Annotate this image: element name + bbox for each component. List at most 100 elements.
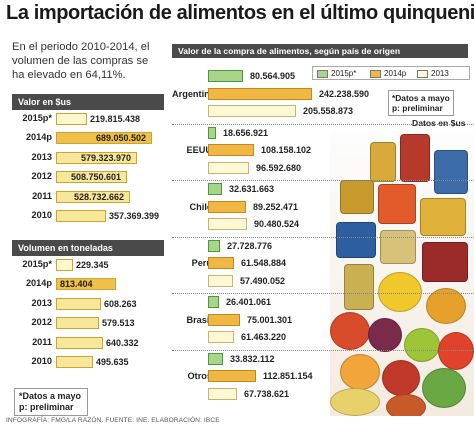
valor-year-label: 2012 [31,171,52,182]
volumen-value-label: 813.404 [60,279,93,290]
country-bar-2015p [208,239,220,252]
country-value-label: 33.832.112 [229,353,276,364]
country-bar-2015p [208,183,222,195]
country-bar-2015p [208,70,243,82]
volumen-value-label: 579.513 [102,318,135,329]
country-label: Chile [189,201,212,212]
country-bar-2014p [208,370,256,382]
groceries-photo [330,132,474,416]
volumen-bar [56,356,93,368]
valor-row: 2013 579.323.970 [12,151,162,165]
country-value-label: 80.564.905 [249,71,297,81]
country-value-label: 18.656.921 [222,127,270,138]
country-value-label: 67.738.621 [243,388,291,399]
valor-year-label: 2013 [31,151,52,162]
valor-bar [56,132,152,145]
country-bar-2013 [208,105,296,117]
country-bar-2013 [208,274,233,287]
country-value-label: 96.592.680 [255,162,303,173]
country-divider [172,293,474,294]
country-divider [172,180,474,181]
source-credit: INFOGRAFÍA: FMG/LA RAZÓN. FUENTE: INE. E… [6,417,220,424]
volumen-year-label: 2015p* [22,259,52,269]
preliminary-note-right-line1: *Datos a mayo [392,93,450,103]
country-bar-2014p [208,144,254,156]
valor-bar [56,190,130,203]
volumen-row: 2011 640.332 [12,336,162,350]
legend: 2015p* 2014p 2013 [312,66,470,80]
preliminary-note-right-line2: p: preliminar [392,103,443,113]
valor-year-label: 2014p [25,132,52,143]
volumen-row: 2015p* 229.345 [12,258,162,272]
country-bar-2015p [208,296,219,308]
valor-heading: Valor en $us [12,94,164,110]
country-value-label: 89.252.471 [252,201,300,212]
valor-year-label: 2010 [31,210,52,220]
country-value-label: 27.728.776 [226,240,274,251]
valor-row: 2011 528.732.662 [12,190,162,204]
units-label: Datos en $us [412,118,466,128]
volumen-bar [56,278,116,291]
country-bar-2014p [208,87,312,100]
country-value-label: 61.548.884 [240,258,288,268]
preliminary-note-right: *Datos a mayo p: preliminar [388,90,454,116]
country-divider [172,236,474,238]
country-bar-2013 [208,331,234,343]
country-bar-2013 [208,387,237,400]
intro-text: En el periodo 2010-2014, el volumen de l… [12,41,150,81]
volumen-heading: Volumen en toneladas [12,240,164,256]
preliminary-note: *Datos a mayo p: preliminar [14,388,88,416]
country-bar-2013 [208,161,249,174]
country-value-label: 75.001.301 [246,314,294,325]
volumen-year-label: 2011 [32,336,52,347]
valor-value-label: 579.323.970 [81,152,132,163]
country-value-label: 108.158.102 [260,145,313,155]
volumen-value-label: 229.345 [76,260,109,270]
country-value-label: 90.480.524 [253,219,301,229]
valor-row: 2010 357.369.399 [12,209,162,223]
volumen-row: 2012 579.513 [12,316,162,330]
valor-value-label: 357.369.399 [109,211,160,221]
country-label: Otros [187,371,212,381]
legend-swatch-2013 [417,70,428,78]
country-bar-2015p [208,352,223,365]
volumen-bar [56,297,101,310]
country-value-label: 112.851.154 [262,371,314,381]
volumen-year-label: 2014p [25,278,52,289]
country-label: Argentina [172,88,215,99]
valor-bar [56,171,127,184]
preliminary-note-line2: p: preliminar [19,402,74,412]
country-label: EEUU [186,145,212,155]
legend-swatch-2015 [317,70,328,78]
legend-label-2014: 2014p [384,69,407,78]
legend-label-2013: 2013 [431,69,449,78]
volumen-row: 2014p 813.404 [12,277,162,291]
volumen-year-label: 2010 [31,356,52,366]
valor-row: 2012 508.750.601 [12,170,162,184]
valor-year-label: 2015p* [22,113,52,123]
preliminary-note-line1: *Datos a mayo [19,391,82,401]
volumen-chart: 2015p* 229.345 2014p 813.404 2013 608.263 2012… [12,258,164,378]
page-title: La importación de alimentos en el último… [6,2,474,24]
volumen-value-label: 640.332 [106,337,139,348]
volumen-year-label: 2012 [31,317,52,328]
volumen-value-label: 608.263 [104,298,137,309]
volumen-row: 2013 608.263 [12,297,162,311]
country-bar-2014p [208,257,234,269]
country-divider [172,123,474,125]
valor-value-label: 219.815.438 [90,114,141,124]
country-bar-2014p [208,313,240,326]
valor-row: 2015p* 219.815.438 [12,112,162,126]
valor-value-label: 689.050.502 [96,133,147,144]
country-value-label: 242.238.590 [318,88,371,99]
volumen-bar [56,336,103,349]
valor-value-label: 508.750.601 [71,172,122,183]
valor-bar [56,113,87,125]
country-bar-2015p [208,126,216,139]
legend-label-2015: 2015p* [331,69,357,78]
country-value-label: 205.558.873 [302,106,355,116]
country-label: Perú [191,258,212,268]
country-bar-2014p [208,200,246,213]
volumen-year-label: 2013 [31,297,52,308]
valor-chart: 2015p* 219.815.438 2014p 689.050.502 2013 579… [12,112,164,232]
